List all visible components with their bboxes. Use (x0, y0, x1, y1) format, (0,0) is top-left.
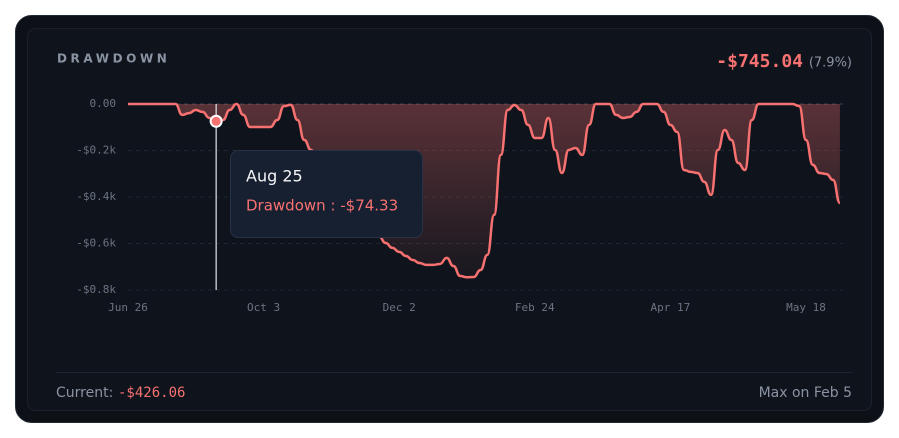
current-value: -$426.06 (118, 385, 185, 401)
tooltip-value: Drawdown : -$74.33 (246, 197, 398, 215)
line (127, 102, 842, 279)
x-tick-label: Dec 2 (383, 301, 416, 314)
area-fill (128, 104, 840, 278)
max-drawdown-percent: (7.9%) (809, 56, 852, 71)
plot: 0.00 -$0.2k -$0.4k -$0.6k -$0.8k Jun 26 Oct 3 D… (76, 97, 843, 314)
hover-point (209, 114, 223, 128)
x-tick-label: May 18 (786, 301, 826, 314)
y-tick-label: -$0.4k (76, 190, 116, 203)
tooltip-date: Aug 25 (246, 167, 303, 186)
y-tick-label: -$0.6k (76, 237, 116, 250)
current-label: Current: (56, 385, 113, 401)
y-tick-label: 0.00 (90, 97, 117, 110)
x-tick-label: Oct 3 (247, 301, 280, 314)
y-tick-label: -$0.8k (76, 283, 116, 296)
x-tick-label: Apr 17 (651, 301, 691, 314)
tooltip-box (230, 150, 423, 238)
panel-title: DRAWDOWN (57, 52, 170, 66)
x-tick-label: Jun 26 (108, 301, 148, 314)
y-tick-label: -$0.2k (76, 144, 116, 157)
max-date: Max on Feb 5 (759, 385, 852, 401)
x-tick-label: Feb 24 (515, 301, 555, 314)
max-drawdown: -$745.04 (716, 51, 803, 72)
